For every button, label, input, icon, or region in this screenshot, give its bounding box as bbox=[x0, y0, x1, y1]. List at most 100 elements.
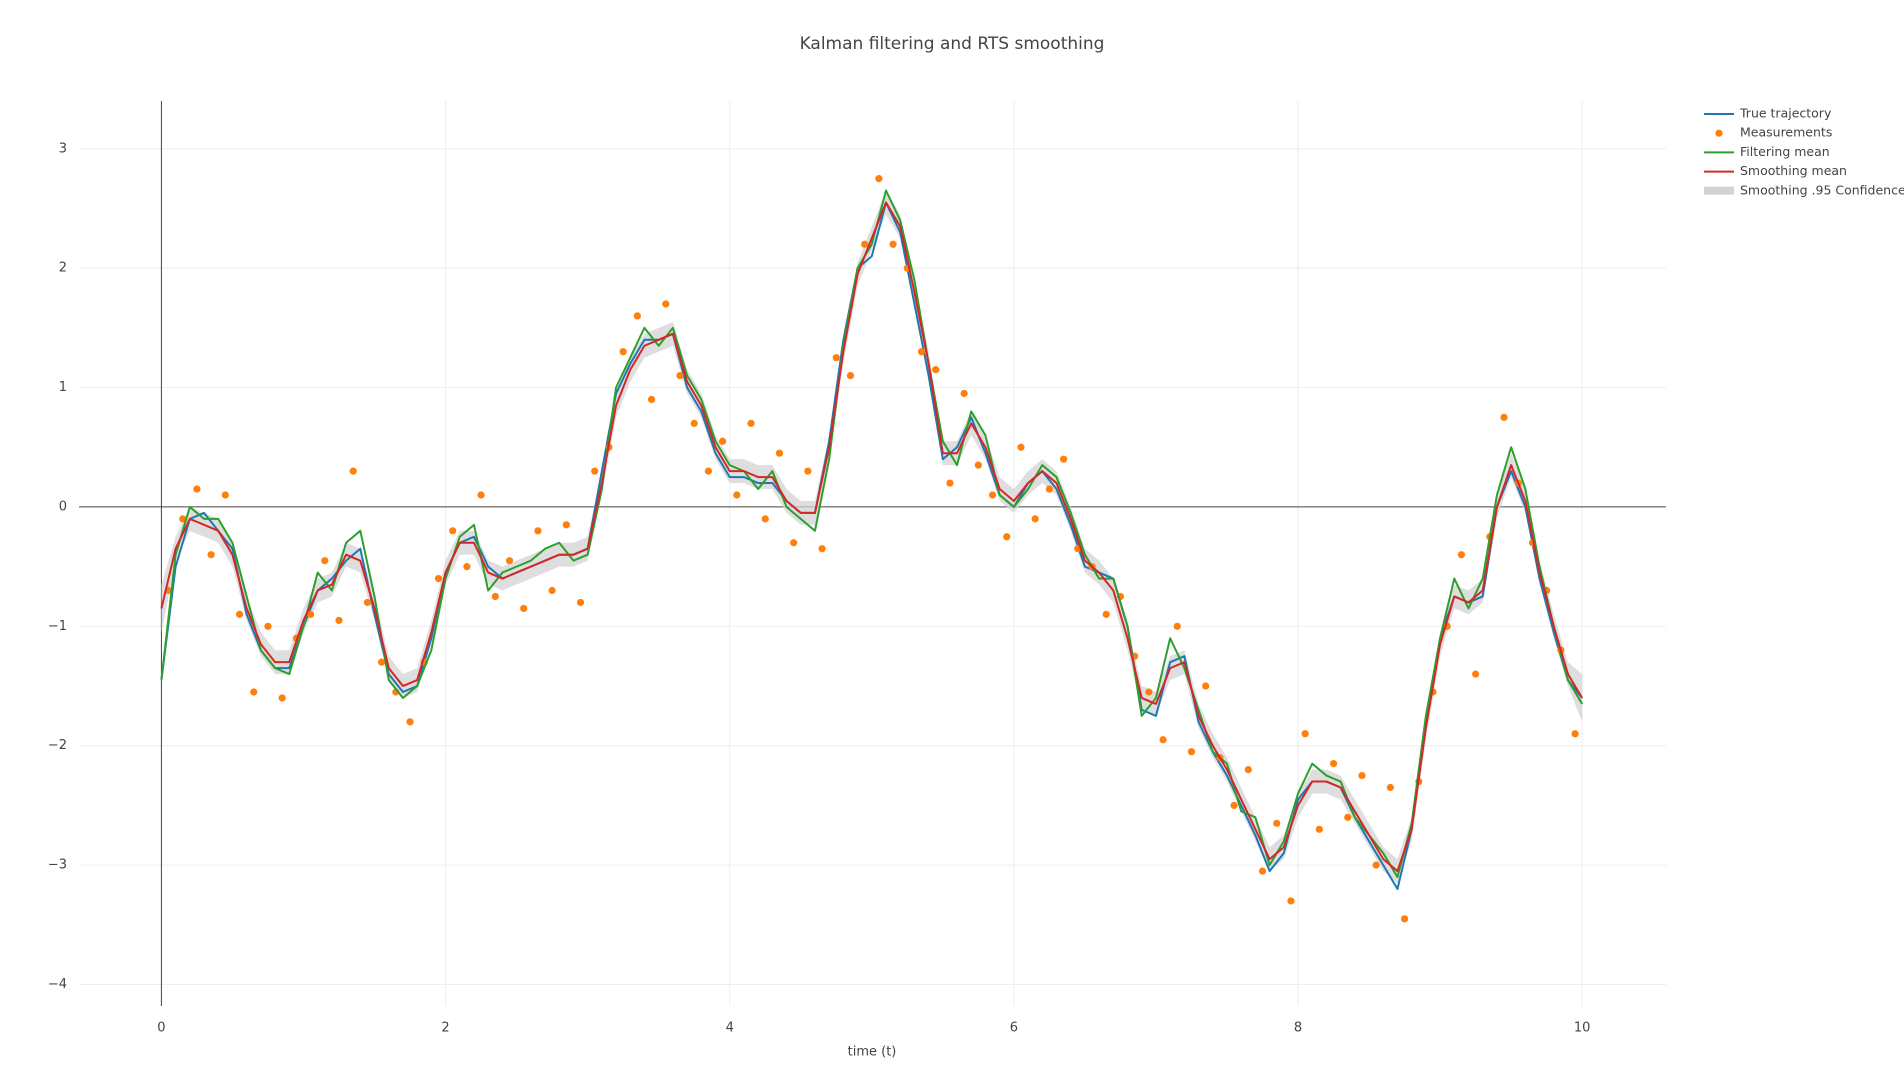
measurement-point bbox=[1315, 825, 1323, 833]
measurement-point bbox=[1045, 485, 1053, 493]
measurement-point bbox=[875, 175, 883, 183]
measurement-point bbox=[1372, 861, 1380, 869]
measurement-point bbox=[1159, 736, 1167, 744]
measurement-point bbox=[1230, 801, 1238, 810]
measurement-point bbox=[818, 545, 826, 553]
measurement-point bbox=[846, 372, 855, 380]
measurement-point bbox=[960, 389, 968, 398]
x-tick-label: 2 bbox=[441, 1021, 449, 1036]
measurement-point bbox=[1145, 688, 1153, 696]
measurement-point bbox=[1344, 813, 1352, 821]
measurement-point bbox=[250, 688, 258, 696]
measurement-point bbox=[463, 563, 471, 571]
measurement-point bbox=[491, 592, 499, 601]
legend-label: Smoothing mean bbox=[1740, 163, 1847, 178]
legend: True trajectory Measurements Filtering mea… bbox=[1704, 106, 1904, 197]
measurement-point bbox=[690, 419, 698, 427]
measurement-point bbox=[889, 240, 897, 248]
y-tick-label: −3 bbox=[48, 858, 67, 873]
measurement-point bbox=[363, 598, 372, 607]
measurement-point bbox=[1472, 670, 1480, 678]
measurement-point bbox=[562, 521, 570, 529]
y-tick-label: 0 bbox=[59, 499, 67, 514]
legend-label: True trajectory bbox=[1739, 106, 1832, 121]
measurement-point bbox=[804, 467, 812, 475]
y-tick-label: −4 bbox=[48, 977, 67, 992]
measurement-point bbox=[1202, 682, 1210, 690]
measurement-point bbox=[932, 366, 940, 374]
measurement-point bbox=[861, 240, 869, 248]
measurement-point bbox=[790, 539, 798, 547]
x-tick-label: 0 bbox=[157, 1021, 165, 1036]
measurement-point bbox=[335, 616, 343, 624]
measurement-point bbox=[719, 437, 727, 445]
legend-symbol bbox=[1715, 129, 1723, 137]
x-axis-label: time (t) bbox=[848, 1045, 897, 1060]
measurement-point bbox=[193, 485, 201, 493]
measurement-point bbox=[576, 598, 585, 607]
measurement-point bbox=[449, 527, 457, 535]
legend-label: Filtering mean bbox=[1740, 144, 1830, 159]
measurement-point bbox=[1500, 413, 1508, 421]
measurement-point bbox=[306, 610, 315, 618]
measurement-point bbox=[548, 586, 556, 595]
measurement-point bbox=[733, 491, 741, 499]
measurement-point bbox=[534, 527, 542, 535]
measurement-point bbox=[988, 491, 997, 499]
measurement-point bbox=[1102, 610, 1110, 618]
x-tick-label: 10 bbox=[1574, 1021, 1591, 1036]
measurement-point bbox=[1244, 766, 1252, 774]
measurement-point bbox=[662, 300, 670, 308]
measurement-point bbox=[1003, 533, 1011, 541]
measurement-point bbox=[406, 718, 414, 726]
measurement-point bbox=[761, 515, 769, 523]
measurement-point bbox=[505, 557, 514, 565]
measurement-point bbox=[676, 372, 684, 380]
measurement-point bbox=[647, 395, 656, 404]
measurement-point bbox=[633, 312, 641, 320]
measurement-point bbox=[974, 461, 982, 469]
measurement-point bbox=[1301, 730, 1309, 738]
measurement-point bbox=[832, 354, 840, 362]
confidence-band bbox=[161, 190, 1583, 884]
y-tick-label: 1 bbox=[59, 380, 67, 395]
measurement-point bbox=[477, 491, 485, 499]
measurement-point bbox=[1059, 455, 1068, 463]
measurement-point bbox=[1571, 730, 1579, 738]
measurement-point bbox=[1386, 783, 1394, 792]
measurement-point bbox=[1400, 915, 1409, 923]
series-line bbox=[160, 201, 1584, 873]
y-tick-label: −1 bbox=[48, 619, 67, 634]
measurement-point bbox=[434, 574, 443, 583]
measurement-point bbox=[1457, 551, 1466, 559]
series-line bbox=[160, 201, 1583, 890]
measurement-point bbox=[221, 491, 229, 499]
series-line bbox=[160, 189, 1584, 879]
measurement-point bbox=[321, 557, 329, 565]
measurement-point bbox=[1187, 748, 1196, 756]
measurement-point bbox=[775, 449, 784, 457]
zero-lines bbox=[79, 101, 1666, 1006]
x-tick-label: 8 bbox=[1294, 1021, 1302, 1036]
measurement-point bbox=[917, 348, 926, 356]
measurement-point bbox=[1017, 443, 1025, 451]
chart-title: Kalman filtering and RTS smoothing bbox=[800, 34, 1105, 54]
measurement-point bbox=[278, 694, 286, 702]
measurement-point bbox=[1258, 867, 1267, 875]
measurement-point bbox=[591, 467, 599, 475]
measurement-point bbox=[1287, 897, 1295, 905]
measurement-point bbox=[378, 658, 386, 666]
measurement-point bbox=[349, 467, 357, 475]
measurement-point bbox=[1031, 515, 1039, 523]
measurement-point bbox=[946, 479, 954, 487]
legend-label: Measurements bbox=[1740, 125, 1832, 140]
plot-area bbox=[160, 175, 1584, 923]
y-tick-label: 3 bbox=[59, 141, 67, 156]
x-tick-label: 6 bbox=[1010, 1021, 1018, 1036]
measurement-point bbox=[619, 348, 627, 356]
measurement-point bbox=[1173, 622, 1181, 630]
measurement-point bbox=[179, 515, 187, 523]
measurement-point bbox=[704, 467, 713, 475]
measurement-point bbox=[1273, 819, 1281, 827]
